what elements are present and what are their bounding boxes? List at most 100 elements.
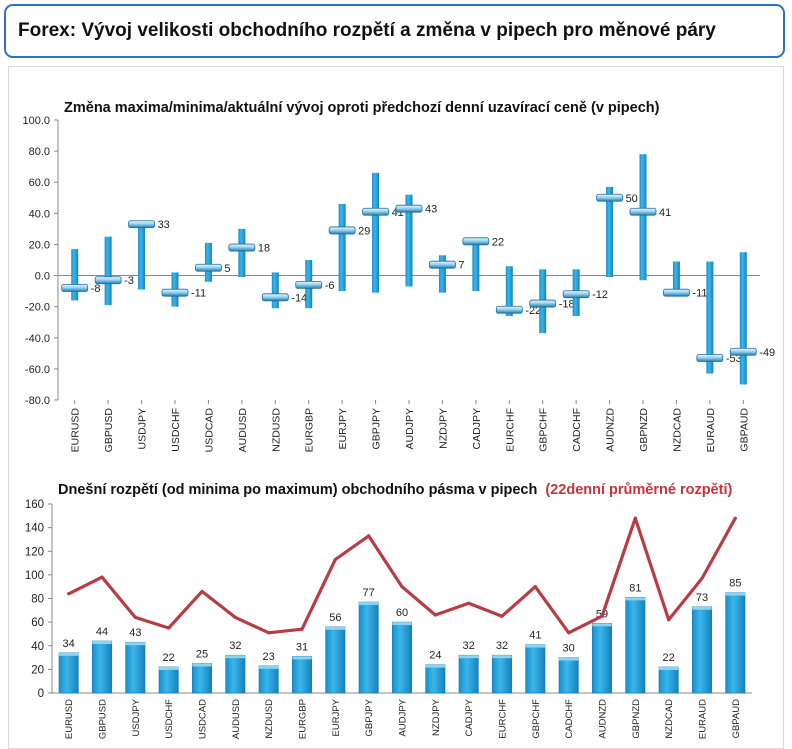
data-label: 23 — [263, 651, 275, 663]
average-point — [667, 618, 671, 622]
x-tick-label: CADJPY — [464, 698, 475, 736]
data-label: 18 — [258, 243, 270, 255]
bar-top — [92, 641, 112, 645]
current-marker — [261, 293, 289, 302]
data-label: -18 — [559, 299, 575, 311]
range-bar — [639, 154, 647, 281]
data-label: 41 — [529, 630, 541, 642]
bar-top — [725, 592, 745, 596]
range-bar — [238, 228, 246, 278]
range-bar — [438, 255, 446, 293]
bar-top — [359, 602, 379, 606]
y-tick-label: -40.0 — [25, 333, 50, 345]
x-tick-label: NZDJPY — [431, 698, 442, 736]
bar — [258, 665, 279, 694]
x-tick-label: CADCHF — [571, 408, 583, 452]
current-marker — [61, 284, 89, 292]
data-label: -49 — [759, 347, 775, 359]
data-label: -53 — [726, 353, 742, 365]
x-tick-label: USDCAD — [198, 699, 209, 739]
data-label: -11 — [191, 288, 206, 300]
y-tick-label: 100 — [25, 570, 44, 582]
bar-top — [325, 626, 345, 630]
x-tick-label: CADJPY — [471, 408, 483, 449]
data-label: 22 — [492, 236, 504, 248]
y-tick-label: -20.0 — [25, 302, 50, 314]
data-label: 60 — [396, 607, 408, 619]
data-label: 29 — [358, 225, 370, 237]
current-marker — [696, 354, 724, 362]
data-label: 85 — [729, 578, 741, 590]
x-tick-label: EURJPY — [337, 408, 349, 449]
current-marker — [328, 226, 356, 235]
current-marker — [395, 204, 423, 213]
y-tick-label: -60.0 — [25, 364, 50, 376]
x-tick-label: EURAUD — [698, 699, 709, 739]
data-label: 32 — [229, 640, 241, 652]
average-point — [400, 585, 404, 589]
x-tick-label: USDCAD — [203, 408, 215, 453]
bar-top — [192, 663, 212, 667]
average-point — [733, 516, 737, 520]
average-point — [133, 615, 137, 620]
x-tick-label: GBPJPY — [364, 698, 375, 736]
data-label: 43 — [129, 627, 141, 639]
current-marker — [462, 237, 490, 246]
data-label: 32 — [496, 640, 508, 652]
x-tick-label: EURJPY — [331, 698, 342, 736]
average-point — [367, 534, 371, 538]
bar — [625, 597, 646, 694]
data-label: 41 — [659, 207, 671, 219]
x-tick-label: AUDNZD — [605, 408, 617, 452]
x-tick-label: AUDJPY — [404, 408, 416, 449]
bar-top — [592, 623, 612, 627]
bar — [125, 641, 146, 694]
data-label: 43 — [425, 204, 437, 216]
x-tick-label: GBPNZD — [638, 408, 650, 452]
y-tick-label: 40 — [31, 641, 44, 653]
spread-chart-title-highlight: (22denní průměrné rozpětí) — [545, 482, 732, 498]
range-bar — [71, 249, 79, 301]
x-tick-label: EURUSD — [64, 699, 75, 739]
average-point — [600, 614, 604, 618]
average-point — [100, 575, 104, 579]
x-tick-label: USDCHF — [170, 408, 182, 452]
current-marker — [729, 347, 757, 356]
x-tick-label: CADCHF — [564, 699, 575, 739]
x-tick-label: NZDUSD — [264, 699, 275, 739]
data-label: 34 — [63, 638, 75, 650]
y-tick-label: 60.0 — [29, 177, 50, 189]
x-tick-label: AUDUSD — [231, 699, 242, 739]
current-marker — [529, 299, 557, 308]
average-point — [567, 631, 571, 635]
bar — [592, 623, 612, 694]
current-marker — [128, 220, 155, 229]
data-label: -14 — [291, 292, 307, 304]
bar — [158, 666, 179, 694]
x-tick-label: EURGBP — [298, 699, 309, 739]
range-bar — [739, 252, 747, 385]
bar — [525, 644, 546, 694]
x-tick-label: EURGBP — [304, 408, 316, 452]
data-label: -11 — [692, 288, 707, 300]
bar-top — [659, 667, 679, 671]
bar — [392, 621, 412, 694]
bar-top — [125, 642, 145, 646]
range-chart-title: Změna maxima/minima/aktuální vývoj oprot… — [64, 100, 660, 116]
current-marker — [629, 207, 657, 216]
x-tick-label: GBPCHF — [538, 408, 550, 452]
average-point — [433, 613, 437, 617]
data-label: 33 — [158, 219, 170, 231]
x-tick-label: EURAUD — [705, 408, 717, 453]
current-marker — [228, 243, 256, 252]
bar-top — [625, 597, 645, 601]
bar-top — [59, 652, 79, 656]
x-tick-label: USDCHF — [164, 699, 175, 739]
y-tick-label: 20.0 — [29, 239, 50, 251]
x-tick-label: EURCHF — [504, 408, 516, 452]
data-label: 56 — [329, 612, 341, 624]
average-point — [333, 557, 337, 562]
x-tick-label: USDJPY — [137, 408, 149, 449]
y-tick-label: 120 — [25, 546, 44, 558]
